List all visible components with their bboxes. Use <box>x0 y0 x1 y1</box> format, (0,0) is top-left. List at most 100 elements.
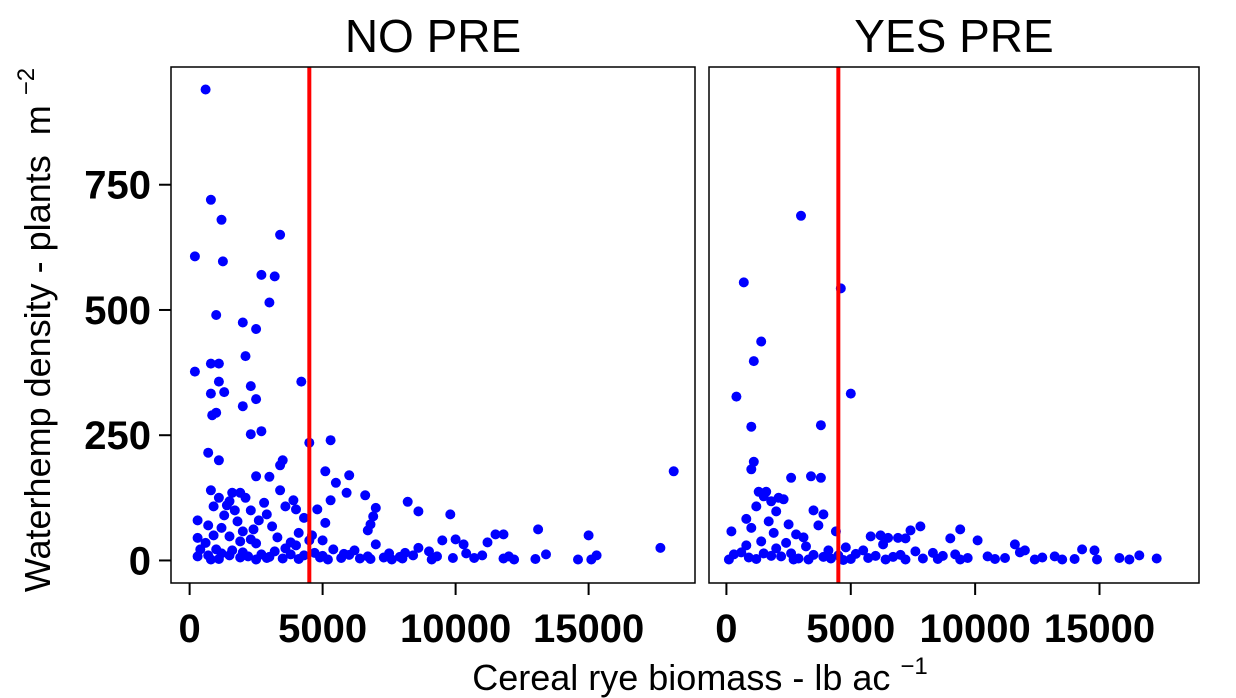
data-point <box>251 324 262 334</box>
data-point <box>240 492 251 503</box>
data-point <box>237 401 248 412</box>
data-point <box>806 471 816 482</box>
data-point <box>426 554 437 565</box>
data-point <box>815 472 826 483</box>
data-point <box>748 356 759 367</box>
data-point <box>437 535 448 546</box>
data-point <box>731 391 742 402</box>
data-point <box>288 495 299 506</box>
data-point <box>1069 554 1080 564</box>
data-point <box>237 317 248 328</box>
data-point <box>413 542 424 553</box>
data-point <box>917 553 928 564</box>
data-point <box>838 555 849 565</box>
data-point <box>945 533 956 544</box>
data-point <box>325 435 336 446</box>
data-point <box>291 540 301 551</box>
x-axis-label-text: Cereal rye biomass - lb ac <box>472 657 890 698</box>
data-point <box>751 554 762 564</box>
data-point <box>205 388 216 399</box>
data-point <box>189 251 200 262</box>
data-point <box>741 513 752 524</box>
data-point <box>1124 554 1135 565</box>
data-point <box>413 506 424 517</box>
data-point <box>477 550 488 561</box>
data-point <box>248 524 259 535</box>
data-point <box>818 509 829 520</box>
data-point <box>235 536 246 547</box>
data-point <box>1057 554 1068 565</box>
data-point <box>1077 544 1088 555</box>
data-point <box>213 358 224 369</box>
data-point <box>1089 545 1100 556</box>
data-point <box>573 554 583 565</box>
data-point <box>845 388 856 399</box>
data-point <box>900 533 911 544</box>
x-tick-label: 10000 <box>400 607 511 651</box>
data-point <box>354 553 365 564</box>
data-point <box>905 525 916 536</box>
x-tick-label: 15000 <box>1044 607 1155 651</box>
data-point <box>213 492 224 503</box>
data-point <box>893 532 903 543</box>
data-point <box>251 538 262 549</box>
y-tick-label: 500 <box>84 289 151 333</box>
data-point <box>280 501 291 512</box>
data-point <box>763 516 774 527</box>
data-point <box>237 526 248 537</box>
data-point <box>370 539 381 550</box>
panel-no-pre: NO PRE 0 5000 10000 15000 <box>170 10 696 651</box>
data-point <box>915 521 926 532</box>
data-point <box>256 269 267 280</box>
data-point <box>461 548 472 559</box>
data-point <box>330 477 341 488</box>
data-point <box>386 554 397 565</box>
data-point <box>203 520 214 531</box>
data-point <box>229 505 240 516</box>
data-point <box>482 537 493 548</box>
data-point <box>783 519 794 530</box>
x-axis-label: Cereal rye biomass - lb ac −1 <box>472 653 928 698</box>
data-point <box>445 509 456 520</box>
data-point <box>758 491 769 502</box>
data-point <box>320 517 331 528</box>
data-point <box>1134 550 1145 561</box>
data-point <box>205 485 216 496</box>
data-point <box>217 256 228 267</box>
data-point <box>746 421 757 432</box>
data-point <box>490 529 501 540</box>
data-point <box>322 554 333 565</box>
data-point <box>378 552 389 563</box>
data-point <box>216 522 227 533</box>
data-point <box>341 487 352 498</box>
x-tick-label: 0 <box>178 607 200 651</box>
data-point <box>213 455 224 466</box>
data-point <box>328 544 339 555</box>
data-point <box>786 472 797 483</box>
data-point <box>253 515 264 526</box>
data-point <box>296 376 307 387</box>
data-point <box>243 551 254 562</box>
data-point <box>840 542 851 553</box>
data-point <box>213 554 224 564</box>
data-point <box>1029 554 1040 565</box>
data-point <box>272 532 283 543</box>
data-point <box>267 521 278 532</box>
data-point <box>397 553 408 564</box>
data-point <box>932 554 943 564</box>
data-point <box>458 539 469 550</box>
plot-frame <box>170 66 696 584</box>
y-axis-label-exponent: −2 <box>13 68 40 95</box>
data-point <box>845 554 856 564</box>
data-point <box>219 387 230 398</box>
data-point <box>344 470 355 481</box>
data-point <box>251 394 262 405</box>
data-point <box>208 501 219 512</box>
data-point <box>211 310 222 320</box>
data-point <box>291 504 301 515</box>
data-point <box>541 549 551 560</box>
data-point <box>766 496 777 507</box>
data-point <box>370 502 381 513</box>
data-point <box>776 551 787 562</box>
data-point <box>878 539 889 550</box>
